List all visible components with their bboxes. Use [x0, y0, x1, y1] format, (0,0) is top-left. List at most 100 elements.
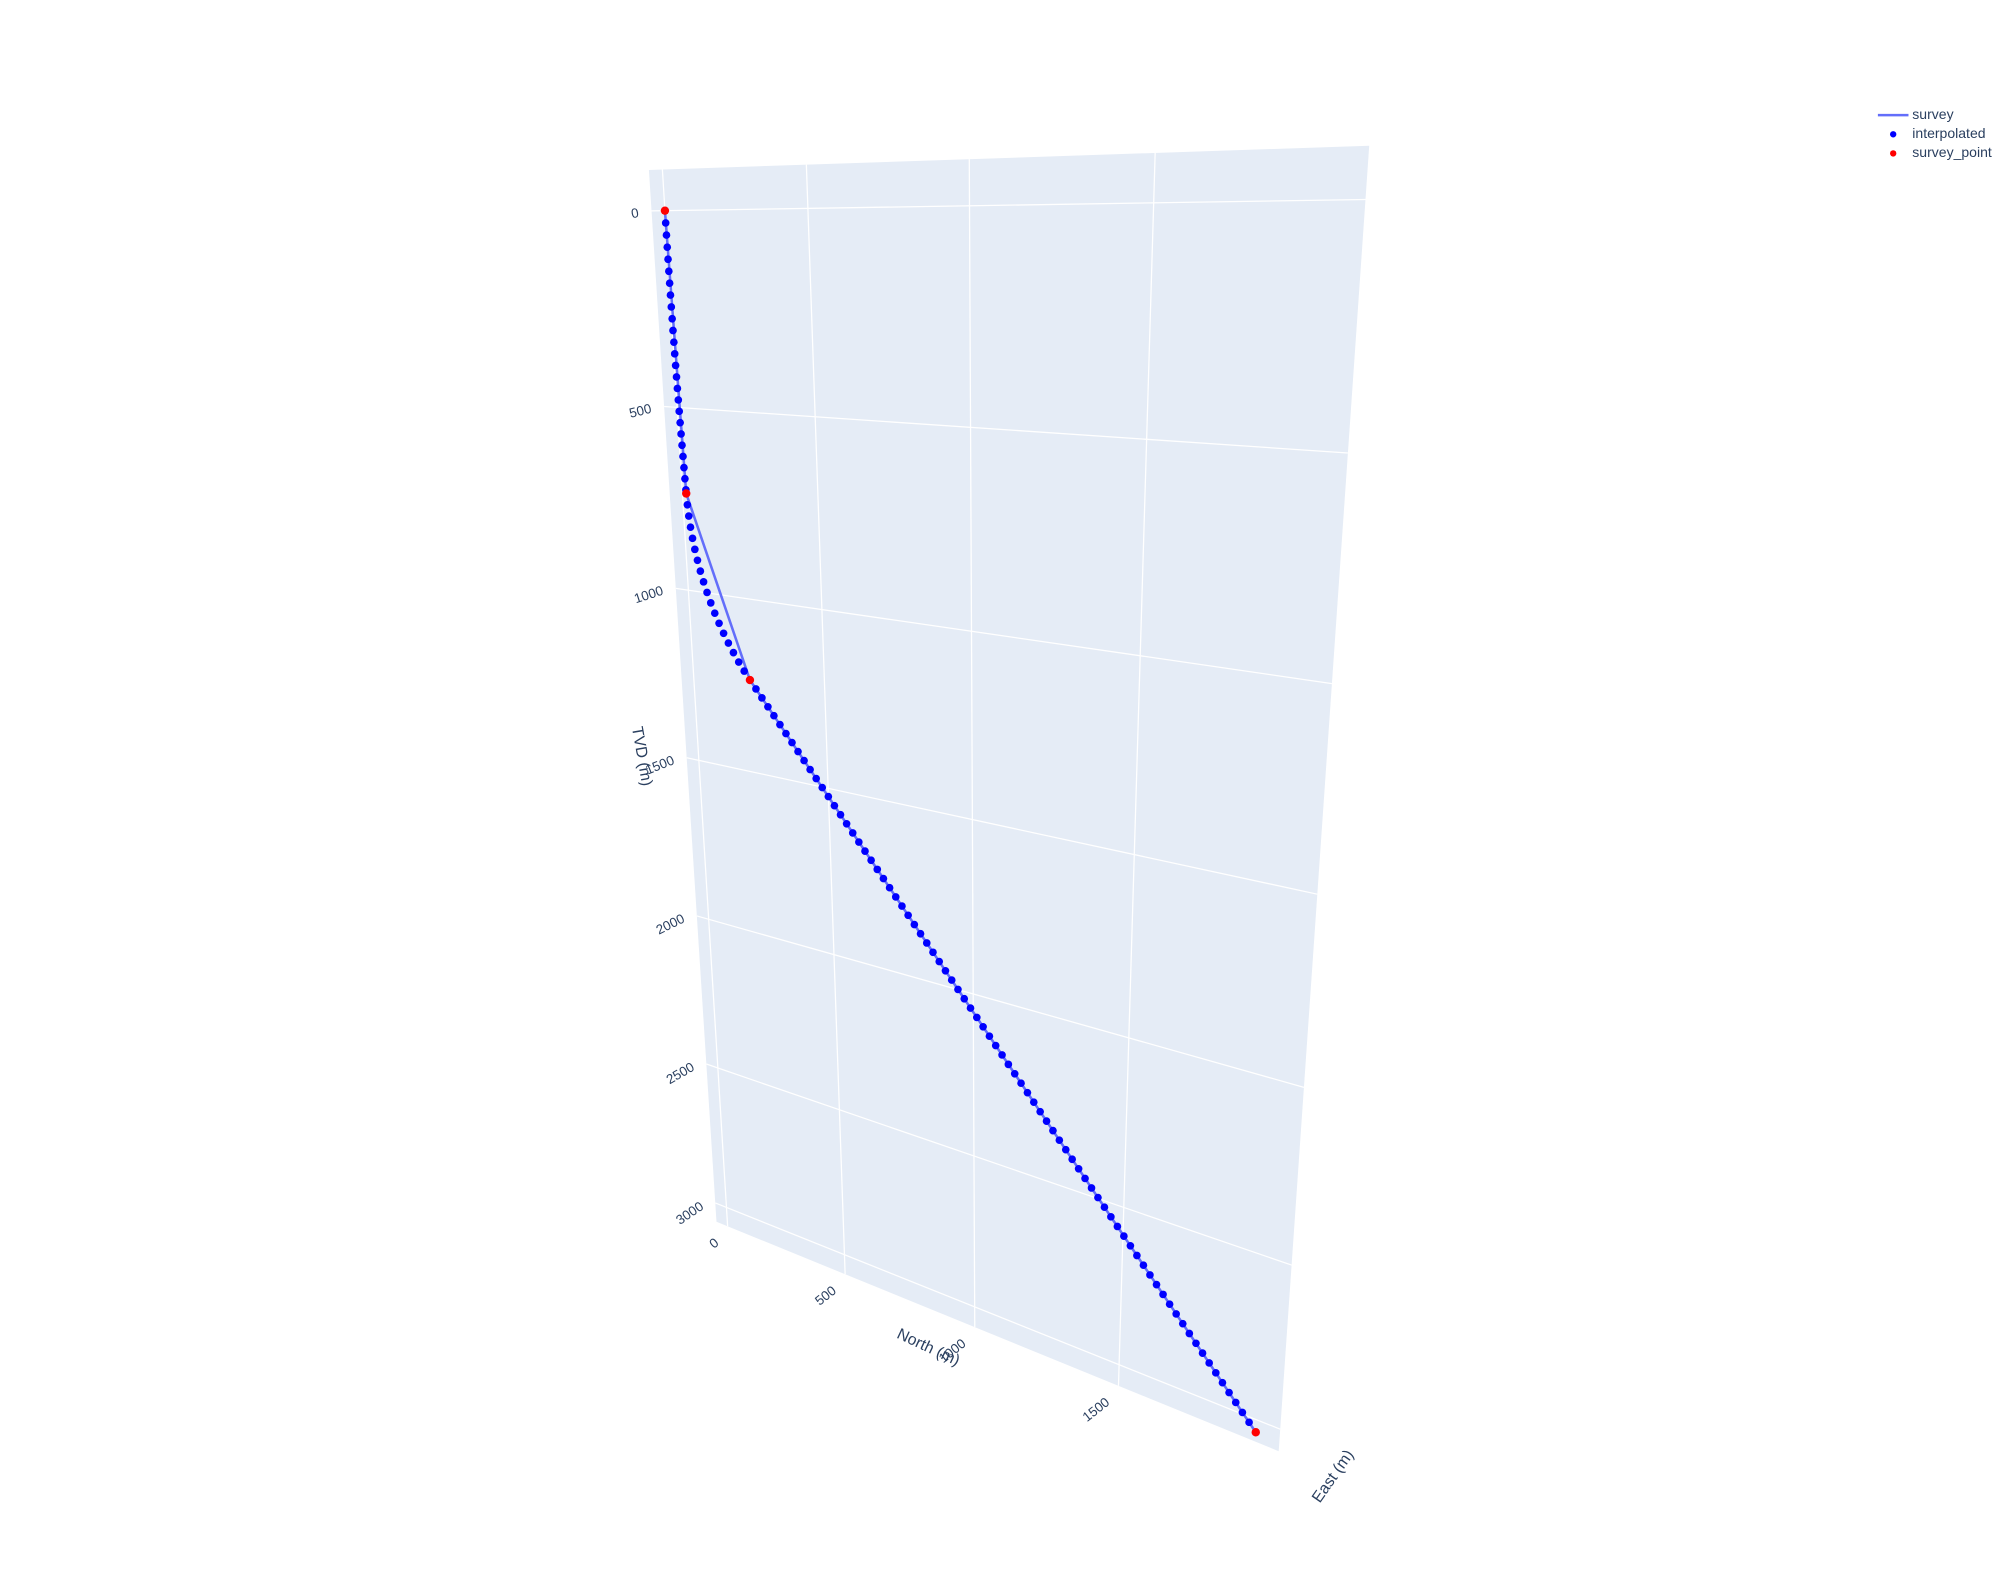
point-marker [922, 939, 931, 947]
point-marker [662, 231, 671, 239]
point-marker [1081, 1174, 1089, 1183]
point-marker [740, 667, 749, 675]
point-marker [1139, 1261, 1148, 1270]
point-marker [979, 1022, 987, 1031]
point-marker [1010, 1069, 1019, 1078]
point-marker [1192, 1339, 1200, 1348]
grid-line [805, 164, 846, 1275]
point-marker [1245, 1418, 1253, 1427]
point-marker [1068, 1155, 1076, 1164]
point-marker [1172, 1310, 1180, 1318]
point-marker [665, 267, 673, 276]
point-marker [867, 856, 875, 865]
point-marker [745, 675, 755, 685]
point-marker [1126, 1241, 1135, 1250]
point-marker [1107, 1213, 1115, 1221]
point-marker [836, 810, 845, 819]
point-marker [673, 384, 682, 393]
grid-line [715, 1202, 1281, 1430]
grid-line [706, 1063, 1292, 1266]
point-marker [706, 599, 715, 607]
legend-marker [1889, 150, 1897, 157]
point-marker [1165, 1300, 1174, 1308]
point-marker [1029, 1098, 1038, 1106]
point-marker [966, 1004, 975, 1012]
point-marker [941, 966, 950, 975]
point-marker [688, 534, 697, 543]
point-marker [898, 902, 906, 910]
point-marker [947, 976, 956, 984]
y-tick-label: 2500 [664, 1059, 697, 1087]
point-marker [684, 512, 693, 520]
point-marker [710, 609, 719, 618]
point-marker [1231, 1398, 1240, 1407]
point-marker [680, 463, 688, 472]
point-marker [675, 407, 684, 416]
point-marker [686, 523, 695, 532]
x-tick-label: 1500 [1080, 1394, 1113, 1424]
point-marker [1178, 1319, 1187, 1328]
point-marker [998, 1051, 1006, 1059]
point-marker [663, 243, 672, 252]
point-marker [848, 829, 857, 837]
point-marker [818, 783, 827, 792]
point-marker [715, 619, 723, 628]
point-marker [1251, 1428, 1260, 1437]
point-marker [794, 747, 802, 756]
legend-label: interpolated [1912, 125, 1985, 141]
point-marker [1049, 1126, 1057, 1135]
plot-pane [648, 145, 1370, 1452]
point-marker [935, 957, 944, 966]
point-marker [824, 792, 833, 801]
point-marker [677, 430, 685, 438]
point-marker [1113, 1222, 1122, 1231]
y-tick-label: 2000 [654, 911, 687, 938]
x-tick-label: 0 [706, 1235, 721, 1251]
point-marker [670, 350, 679, 358]
point-marker [1133, 1251, 1141, 1260]
point-marker [678, 441, 686, 450]
point-marker [916, 929, 925, 938]
point-marker [660, 206, 670, 215]
point-marker [929, 948, 937, 957]
point-marker [910, 920, 919, 929]
point-marker [788, 738, 796, 747]
point-marker [1042, 1117, 1051, 1125]
point-marker [719, 629, 728, 638]
point-marker [758, 694, 766, 702]
point-marker [770, 711, 778, 720]
grid-line [1117, 152, 1156, 1386]
point-marker [1074, 1164, 1083, 1173]
point-marker [1218, 1378, 1227, 1387]
point-marker [668, 314, 676, 323]
point-marker [764, 702, 772, 711]
point-marker [991, 1041, 1000, 1050]
point-marker [679, 452, 687, 461]
point-marker [904, 911, 912, 920]
point-marker [1152, 1280, 1161, 1289]
point-marker [1100, 1203, 1109, 1212]
point-marker [699, 578, 708, 586]
grid-line [675, 587, 1333, 685]
point-marker [676, 418, 684, 427]
grid-line [696, 915, 1305, 1088]
grid-line [968, 159, 976, 1328]
point-marker [1036, 1107, 1044, 1116]
point-marker [873, 865, 882, 874]
point-marker [891, 893, 900, 901]
point-marker [1146, 1271, 1154, 1279]
point-marker [1159, 1290, 1167, 1299]
point-marker [1094, 1193, 1102, 1202]
point-marker [1017, 1079, 1025, 1088]
point-marker [682, 489, 691, 498]
marks [660, 206, 1260, 1437]
y-tick-label: 500 [628, 401, 653, 421]
point-marker [800, 756, 808, 765]
point-marker [1198, 1349, 1207, 1357]
point-marker [855, 838, 863, 846]
point-marker [985, 1032, 994, 1040]
point-marker [954, 985, 962, 994]
legend: survey interpolated survey_point [1877, 106, 1992, 160]
point-marker [972, 1013, 981, 1022]
